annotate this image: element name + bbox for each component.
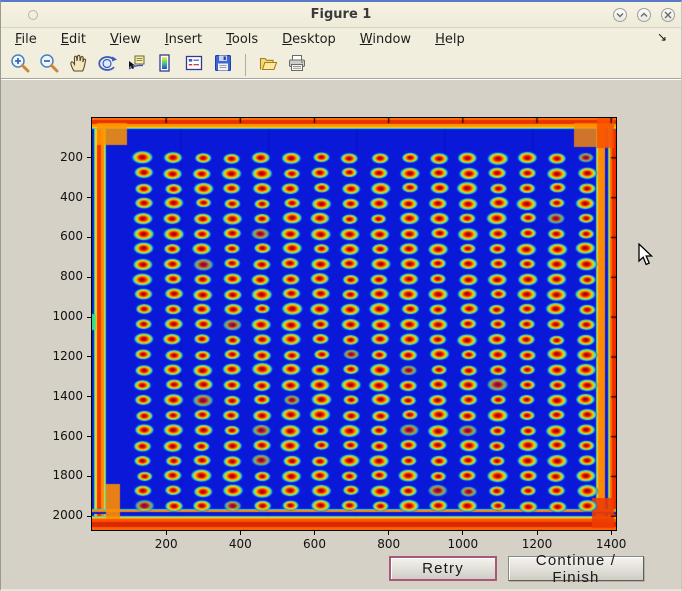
window-controls [613,8,675,22]
figure-window: Figure 1 File Edit View Insert Tools Desktop W… [0,0,682,591]
menu-window[interactable]: Window [360,32,411,47]
y-tick-label: 1200 [45,349,83,363]
x-tick-label: 800 [367,537,411,551]
y-tick-label: 1000 [45,309,83,323]
zoom-out-icon [39,53,59,77]
rotate-3d-icon [97,53,117,77]
x-tick-label: 1200 [515,537,559,551]
toolbar [1,50,681,80]
x-tick-label: 1400 [589,537,633,551]
window-menu-icon[interactable] [28,10,38,20]
figure-area: Retry Continue / Finish 200 400 600 800 1000… [1,80,681,589]
zoom-in-icon [10,53,30,77]
menubar: File Edit View Insert Tools Desktop Window Help… [1,28,681,50]
y-tick [87,396,91,397]
menu-view[interactable]: View [110,32,141,47]
menu-tools[interactable]: Tools [226,32,258,47]
zoom-out-button[interactable] [38,54,60,76]
x-tick [462,531,463,535]
y-tick-label: 800 [45,269,83,283]
pan-icon [68,53,88,77]
y-tick-label: 2000 [45,508,83,522]
y-tick [87,197,91,198]
y-tick [87,317,91,318]
x-tick [314,531,315,535]
maximize-window-button[interactable] [637,8,651,22]
menu-edit[interactable]: Edit [61,32,86,47]
y-tick-label: 200 [45,150,83,164]
y-tick-label: 400 [45,190,83,204]
save-figure-button[interactable] [212,54,234,76]
y-tick [87,277,91,278]
menu-desktop[interactable]: Desktop [282,32,336,47]
continue-finish-button[interactable]: Continue / Finish [508,556,644,581]
insert-colorbar-button[interactable] [154,54,176,76]
x-tick [537,531,538,535]
menu-file[interactable]: File [15,32,37,47]
data-cursor-icon [126,53,146,77]
print-figure-icon [287,53,307,77]
y-tick-label: 1800 [45,468,83,482]
plot-image[interactable] [92,118,616,530]
insert-legend-icon [184,53,204,77]
menu-help[interactable]: Help [435,32,465,47]
print-figure-button[interactable] [286,54,308,76]
zoom-in-button[interactable] [9,54,31,76]
x-tick [166,531,167,535]
y-tick [87,436,91,437]
x-tick [240,531,241,535]
y-tick-label: 1600 [45,429,83,443]
y-tick [87,237,91,238]
menu-overflow-arrow-icon[interactable]: ↘ [657,30,667,44]
y-tick-label: 600 [45,229,83,243]
plot-axes [91,117,617,531]
toolbar-separator [245,54,246,76]
x-tick-label: 600 [293,537,337,551]
y-tick [87,476,91,477]
data-cursor-button[interactable] [125,54,147,76]
titlebar[interactable]: Figure 1 [1,2,681,28]
rotate-3d-button[interactable] [96,54,118,76]
insert-legend-button[interactable] [183,54,205,76]
y-tick [87,356,91,357]
retry-button[interactable]: Retry [389,556,497,581]
open-file-icon [258,53,278,77]
menu-insert[interactable]: Insert [165,32,202,47]
insert-colorbar-icon [155,53,175,77]
save-figure-icon [213,53,233,77]
mouse-cursor-icon [638,243,654,267]
open-file-button[interactable] [257,54,279,76]
shade-window-button[interactable] [613,8,627,22]
x-tick [611,531,612,535]
x-tick [388,531,389,535]
x-tick-label: 1000 [441,537,485,551]
y-tick [87,157,91,158]
close-window-button[interactable] [661,8,675,22]
x-tick-label: 200 [144,537,188,551]
y-tick [87,516,91,517]
y-tick-label: 1400 [45,389,83,403]
window-title: Figure 1 [311,7,372,22]
x-tick-label: 400 [218,537,262,551]
pan-button[interactable] [67,54,89,76]
